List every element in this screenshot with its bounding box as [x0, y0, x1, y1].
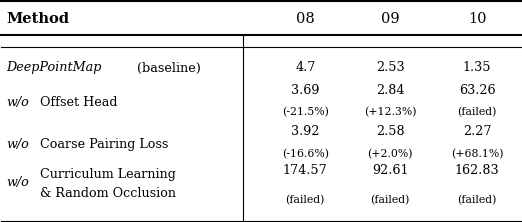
- Text: 63.26: 63.26: [459, 83, 495, 97]
- Text: 3.69: 3.69: [291, 83, 319, 97]
- Text: 174.57: 174.57: [283, 164, 328, 177]
- Text: (failed): (failed): [286, 195, 325, 206]
- Text: 2.27: 2.27: [463, 125, 491, 139]
- Text: 2.58: 2.58: [376, 125, 405, 139]
- Text: Method: Method: [6, 12, 69, 26]
- Text: Curriculum Learning: Curriculum Learning: [40, 168, 175, 181]
- Text: w/o: w/o: [6, 176, 29, 189]
- Text: (+12.3%): (+12.3%): [364, 107, 417, 117]
- Text: 162.83: 162.83: [455, 164, 500, 177]
- Text: (failed): (failed): [371, 195, 410, 206]
- Text: (+2.0%): (+2.0%): [367, 149, 413, 159]
- Text: 2.84: 2.84: [376, 83, 405, 97]
- Text: 08: 08: [296, 12, 315, 26]
- Text: w/o: w/o: [6, 96, 29, 109]
- Text: & Random Occlusion: & Random Occlusion: [40, 187, 176, 200]
- Text: DeepPointMap: DeepPointMap: [6, 61, 101, 74]
- Text: (failed): (failed): [457, 107, 497, 117]
- Text: (-16.6%): (-16.6%): [282, 149, 329, 159]
- Text: w/o: w/o: [6, 138, 29, 151]
- Text: 09: 09: [381, 12, 399, 26]
- Text: (+68.1%): (+68.1%): [451, 149, 503, 159]
- Text: (-21.5%): (-21.5%): [282, 107, 329, 117]
- Text: Coarse Pairing Loss: Coarse Pairing Loss: [40, 138, 168, 151]
- Text: 92.61: 92.61: [372, 164, 408, 177]
- Text: 2.53: 2.53: [376, 61, 405, 74]
- Text: (failed): (failed): [457, 195, 497, 206]
- Text: 1.35: 1.35: [463, 61, 491, 74]
- Text: 3.92: 3.92: [291, 125, 319, 139]
- Text: Offset Head: Offset Head: [40, 96, 117, 109]
- Text: 4.7: 4.7: [295, 61, 315, 74]
- Text: 10: 10: [468, 12, 487, 26]
- Text: (baseline): (baseline): [134, 61, 201, 74]
